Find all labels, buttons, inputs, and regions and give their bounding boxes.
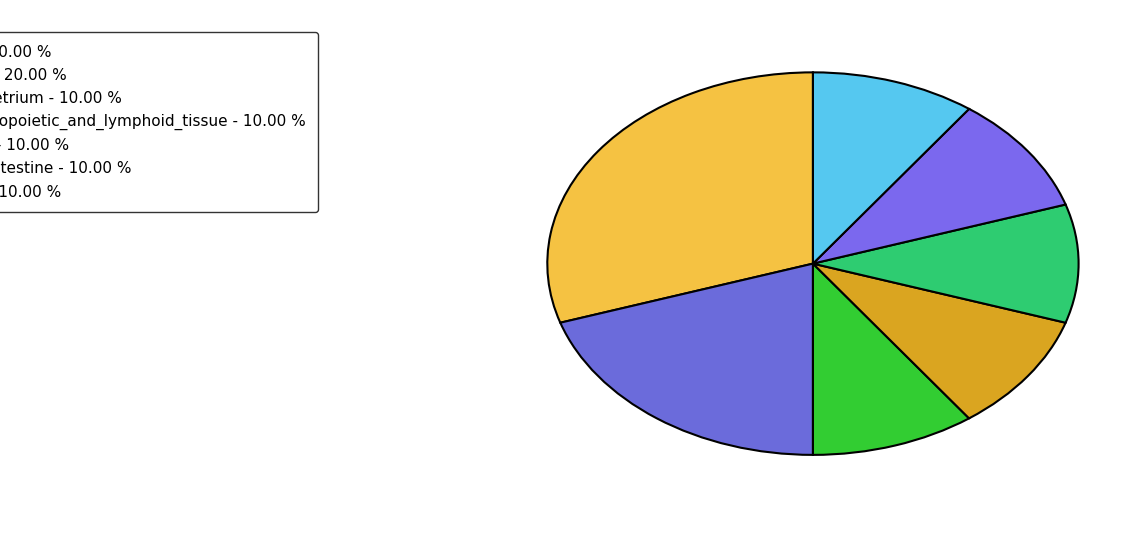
Wedge shape [813,72,969,264]
Wedge shape [813,264,1066,419]
Wedge shape [813,109,1066,264]
Wedge shape [560,264,813,455]
Wedge shape [813,264,969,455]
Wedge shape [547,72,813,323]
Legend: lung - 30.00 %, breast - 20.00 %, endometrium - 10.00 %, haematopoietic_and_lymp: lung - 30.00 %, breast - 20.00 %, endome… [0,32,318,212]
Wedge shape [813,204,1079,323]
